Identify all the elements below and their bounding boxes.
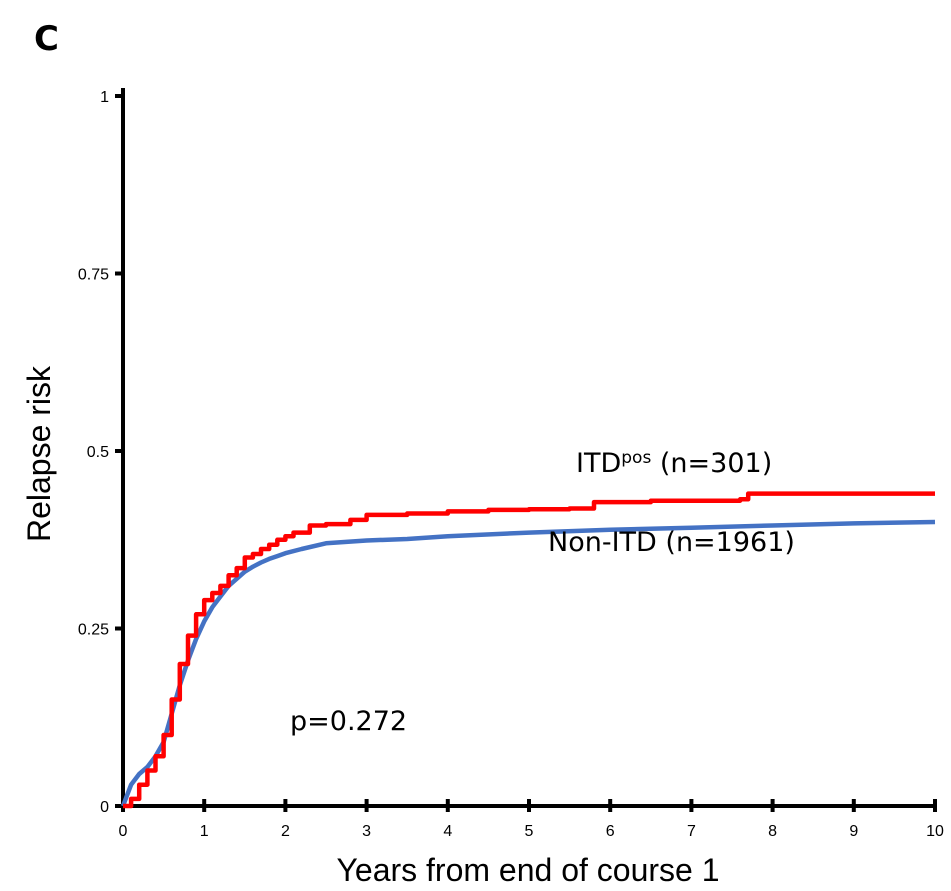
panel-label: C [34, 19, 59, 59]
y-axis-title: Relapse risk [21, 365, 57, 542]
legend-non-itd-prefix: Non-ITD [548, 527, 657, 558]
series-layer [120, 491, 936, 809]
legend-itd-suffix: (n=301) [651, 448, 772, 479]
x-tick-label: 1 [200, 823, 209, 840]
x-tick-label: 5 [525, 823, 534, 840]
legend-label-itd-pos: ITDpos (n=301) [576, 448, 772, 479]
legend-label-non-itd: Non-ITD (n=1961) [548, 527, 795, 558]
x-tick-label: 4 [443, 823, 452, 840]
x-tick-label: 8 [768, 823, 777, 840]
x-tick-label: 6 [606, 823, 615, 840]
p-value-annotation: p=0.272 [290, 706, 407, 737]
x-tick-label: 0 [119, 823, 128, 840]
x-tick-label: 2 [281, 823, 290, 840]
y-ticks: 0 0.25 0.5 0.75 1 [78, 89, 123, 816]
y-tick-label: 0.25 [78, 622, 109, 639]
x-axis-title: Years from end of course 1 [336, 852, 719, 888]
legend-itd-prefix: ITD [576, 448, 621, 479]
y-tick-label: 0 [100, 799, 109, 816]
y-tick-label: 0.5 [87, 444, 109, 461]
legend-non-itd-suffix: (n=1961) [657, 527, 795, 558]
y-tick-label: 1 [100, 89, 109, 106]
series-line-itd-pos [123, 491, 935, 809]
x-ticks: 0 1 2 3 4 5 6 7 8 9 10 [119, 799, 944, 840]
axes [121, 88, 935, 808]
x-tick-label: 7 [687, 823, 696, 840]
x-tick-label: 9 [849, 823, 858, 840]
x-tick-label: 10 [926, 823, 944, 840]
x-tick-label: 3 [362, 823, 371, 840]
y-tick-label: 0.75 [78, 267, 109, 284]
legend-itd-superscript: pos [621, 448, 651, 468]
